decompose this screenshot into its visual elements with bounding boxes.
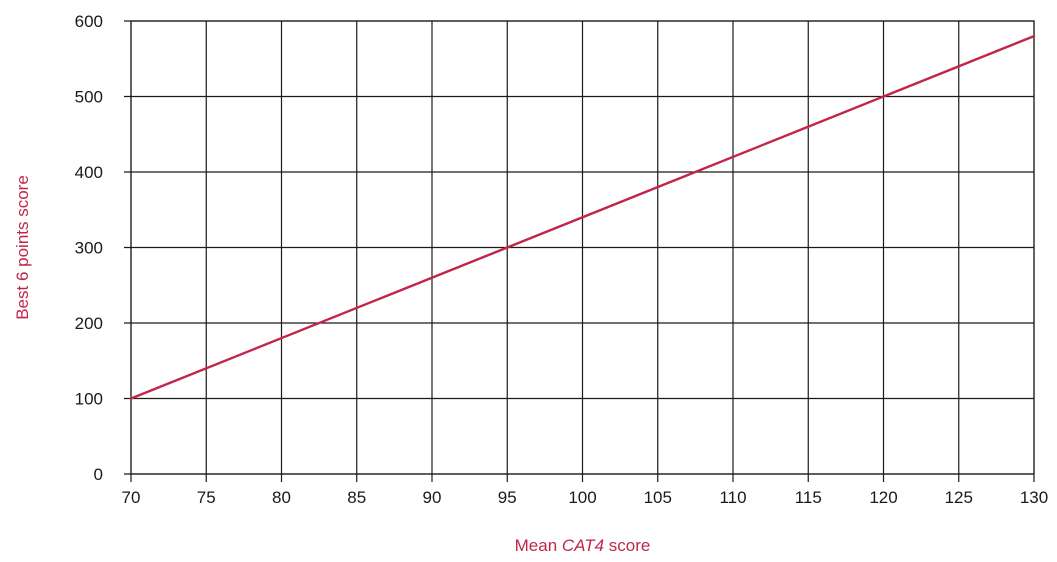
series-layer [129,34,1036,400]
y-axis-title: Best 6 points score [13,175,32,320]
series-line [129,34,1036,400]
x-axis-title: Mean CAT4 score [515,536,651,555]
x-tick-label: 125 [945,488,973,507]
x-axis-ticks: 70 75 80 85 90 95 100 105 110 115 120 125 130 [122,488,1049,507]
x-tick-label: 80 [272,488,291,507]
y-tick-label: 500 [75,88,103,107]
y-axis-ticks: 0 100 200 300 400 500 600 [75,12,103,484]
x-tick-label: 95 [498,488,517,507]
y-tick-label: 600 [75,12,103,31]
grid [124,20,1035,482]
y-tick-label: 300 [75,239,103,258]
x-tick-label: 105 [644,488,672,507]
x-tick-label: 90 [423,488,442,507]
x-tick-label: 70 [122,488,141,507]
x-axis-title-suffix: score [604,536,650,555]
y-tick-label: 200 [75,314,103,333]
x-axis-title-prefix: Mean [515,536,562,555]
x-tick-label: 85 [347,488,366,507]
x-tick-label: 130 [1020,488,1048,507]
y-tick-label: 100 [75,390,103,409]
x-tick-label: 75 [197,488,216,507]
x-tick-label: 115 [795,488,822,507]
y-tick-label: 0 [94,465,103,484]
y-tick-label: 400 [75,163,103,182]
x-tick-label: 120 [869,488,897,507]
x-tick-label: 110 [719,488,746,507]
x-axis-title-emphasis: CAT4 [562,536,604,555]
x-tick-label: 100 [568,488,596,507]
